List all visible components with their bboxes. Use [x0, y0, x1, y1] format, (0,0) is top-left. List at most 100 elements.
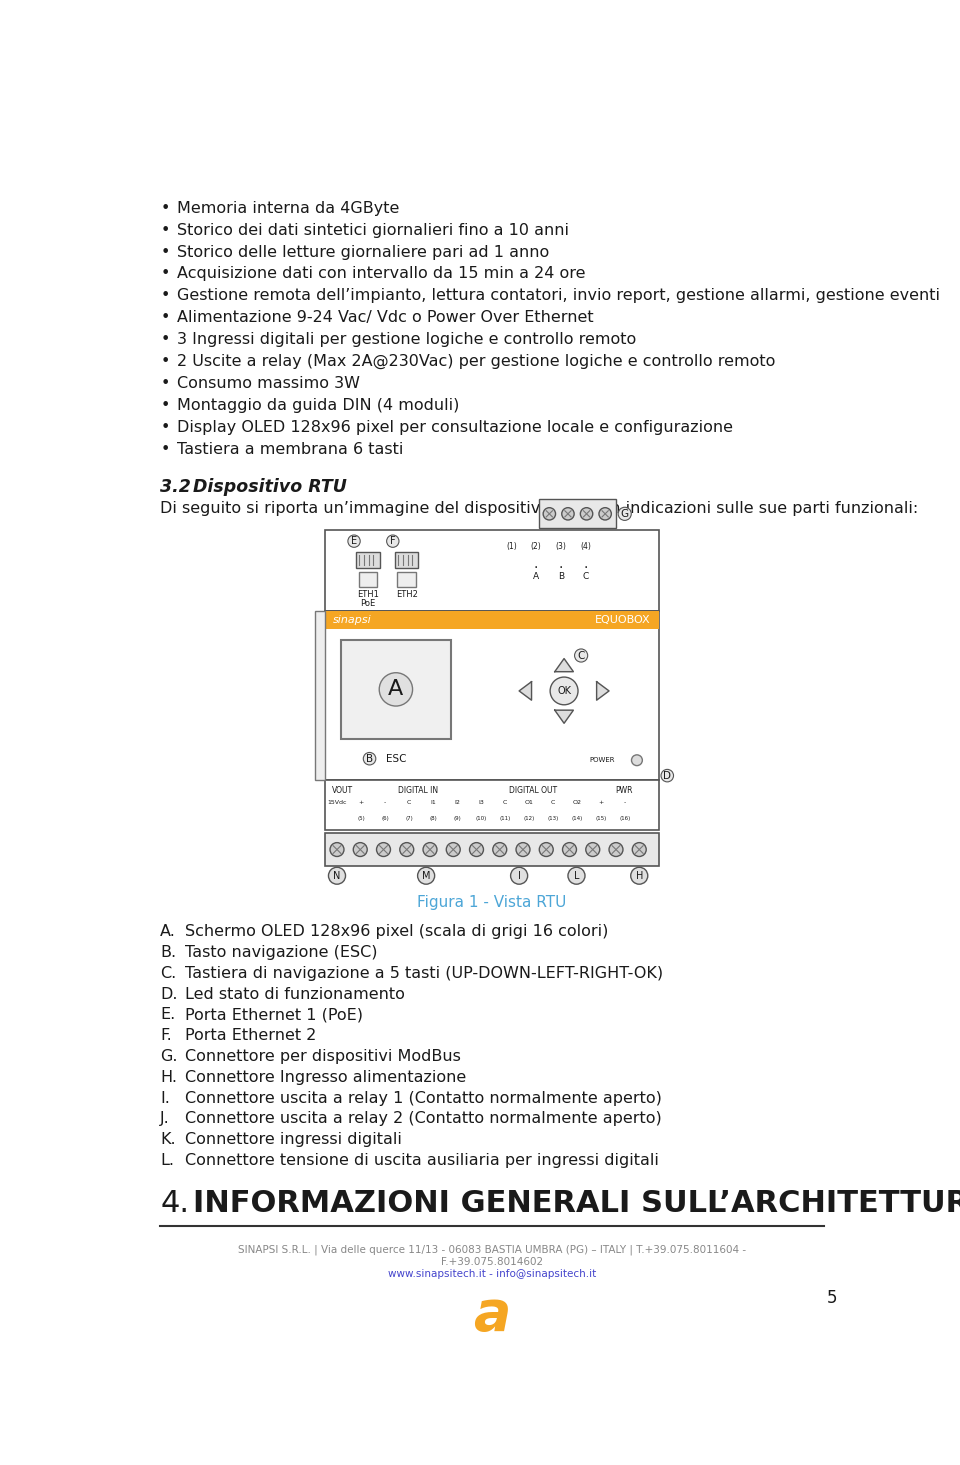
- Circle shape: [563, 842, 576, 857]
- Text: I2: I2: [454, 800, 460, 806]
- Text: (1): (1): [506, 542, 516, 551]
- Text: (3): (3): [556, 542, 566, 551]
- Text: L: L: [574, 870, 579, 880]
- Text: Acquisizione dati con intervallo da 15 min a 24 ore: Acquisizione dati con intervallo da 15 m…: [178, 267, 586, 281]
- Text: B.: B.: [160, 945, 177, 960]
- Circle shape: [586, 842, 600, 857]
- Bar: [356, 551, 379, 568]
- Circle shape: [632, 754, 642, 766]
- Text: H: H: [636, 870, 643, 880]
- Text: INFORMAZIONI GENERALI SULL’ARCHITETTURA ModBus: INFORMAZIONI GENERALI SULL’ARCHITETTURA …: [193, 1190, 960, 1217]
- Text: 5: 5: [827, 1289, 837, 1307]
- Text: J.: J.: [160, 1112, 170, 1127]
- Bar: [325, 611, 659, 781]
- Text: 15Vdc: 15Vdc: [327, 800, 347, 806]
- Circle shape: [562, 508, 574, 520]
- Text: POWER: POWER: [589, 757, 615, 763]
- Circle shape: [516, 842, 530, 857]
- Text: M: M: [421, 870, 430, 880]
- Text: Connettore ingressi digitali: Connettore ingressi digitali: [185, 1132, 402, 1147]
- Text: ·: ·: [534, 561, 539, 574]
- Text: Montaggio da guida DIN (4 moduli): Montaggio da guida DIN (4 moduli): [178, 398, 460, 413]
- Text: (12): (12): [523, 816, 535, 820]
- Text: F: F: [390, 536, 396, 546]
- Text: ETH1: ETH1: [357, 590, 379, 599]
- Text: E.: E.: [160, 1008, 176, 1023]
- Text: B: B: [558, 573, 564, 582]
- Text: (9): (9): [453, 816, 461, 820]
- Text: (14): (14): [571, 816, 583, 820]
- Text: C: C: [407, 800, 411, 806]
- Text: DIGITAL OUT: DIGITAL OUT: [509, 787, 557, 795]
- Text: (13): (13): [547, 816, 559, 820]
- Circle shape: [599, 508, 612, 520]
- Text: A: A: [533, 573, 540, 582]
- Text: (5): (5): [357, 816, 365, 820]
- Text: C.: C.: [160, 965, 177, 982]
- Text: 2 Uscite a relay (Max 2A@230Vac) per gestione logiche e controllo remoto: 2 Uscite a relay (Max 2A@230Vac) per ges…: [178, 355, 776, 369]
- Circle shape: [568, 867, 585, 885]
- Text: ·: ·: [559, 561, 564, 574]
- Circle shape: [631, 867, 648, 885]
- Text: •: •: [160, 267, 170, 281]
- Text: •: •: [160, 355, 170, 369]
- Text: SINAPSI S.R.L. | Via delle querce 11/13 - 06083 BASTIA UMBRA (PG) – ITALY | T.+3: SINAPSI S.R.L. | Via delle querce 11/13 …: [238, 1245, 746, 1256]
- Text: C: C: [583, 573, 588, 582]
- Text: 3 Ingressi digitali per gestione logiche e controllo remoto: 3 Ingressi digitali per gestione logiche…: [178, 333, 636, 347]
- Text: K.: K.: [160, 1132, 176, 1147]
- Text: +: +: [358, 800, 364, 806]
- Text: D.: D.: [160, 986, 178, 1002]
- Circle shape: [550, 677, 578, 705]
- Text: Dispositivo RTU: Dispositivo RTU: [193, 478, 347, 495]
- Text: -: -: [624, 800, 627, 806]
- Text: Connettore uscita a relay 2 (Contatto normalmente aperto): Connettore uscita a relay 2 (Contatto no…: [185, 1112, 661, 1127]
- Bar: [341, 640, 451, 738]
- Text: A.: A.: [160, 924, 177, 939]
- Text: Alimentazione 9-24 Vac/ Vdc o Power Over Ethernet: Alimentazione 9-24 Vac/ Vdc o Power Over…: [178, 311, 594, 325]
- Bar: [325, 781, 659, 831]
- Text: •: •: [160, 333, 170, 347]
- Text: Led stato di funzionamento: Led stato di funzionamento: [185, 986, 405, 1002]
- Text: I3: I3: [478, 800, 484, 806]
- Circle shape: [609, 842, 623, 857]
- Text: (7): (7): [405, 816, 413, 820]
- Text: I: I: [517, 870, 520, 880]
- Text: Tasto navigazione (ESC): Tasto navigazione (ESC): [185, 945, 377, 960]
- Bar: [539, 500, 616, 529]
- Text: +: +: [599, 800, 604, 806]
- Text: (8): (8): [429, 816, 437, 820]
- Circle shape: [328, 867, 346, 885]
- Text: Tastiera a membrana 6 tasti: Tastiera a membrana 6 tasti: [178, 442, 404, 457]
- Text: •: •: [160, 245, 170, 259]
- Text: ETH2: ETH2: [396, 590, 418, 599]
- Text: Storico dei dati sintetici giornalieri fino a 10 anni: Storico dei dati sintetici giornalieri f…: [178, 223, 569, 237]
- Text: 4.: 4.: [160, 1190, 189, 1217]
- Circle shape: [399, 842, 414, 857]
- Text: •: •: [160, 377, 170, 391]
- Text: Display OLED 128x96 pixel per consultazione locale e configurazione: Display OLED 128x96 pixel per consultazi…: [178, 420, 733, 435]
- Circle shape: [492, 842, 507, 857]
- Text: Di seguito si riporta un’immagine del dispositivo RTU con indicazioni sulle sue : Di seguito si riporta un’immagine del di…: [160, 501, 919, 516]
- Bar: [325, 530, 659, 611]
- Bar: [397, 571, 416, 587]
- Text: PoE: PoE: [360, 599, 375, 608]
- Text: Memoria interna da 4GByte: Memoria interna da 4GByte: [178, 201, 399, 215]
- Text: I1: I1: [430, 800, 436, 806]
- Text: I.: I.: [160, 1090, 170, 1106]
- Text: H.: H.: [160, 1069, 178, 1084]
- Circle shape: [581, 508, 592, 520]
- Text: ·: ·: [584, 561, 588, 574]
- Text: VOUT: VOUT: [332, 787, 353, 795]
- Bar: [315, 611, 325, 781]
- Text: (6): (6): [381, 816, 389, 820]
- Circle shape: [376, 842, 391, 857]
- Polygon shape: [555, 711, 573, 724]
- Text: G: G: [621, 508, 629, 519]
- Circle shape: [418, 867, 435, 885]
- Bar: [325, 611, 659, 630]
- Text: C: C: [551, 800, 556, 806]
- Text: E: E: [351, 536, 357, 546]
- Circle shape: [543, 508, 556, 520]
- Text: F.: F.: [160, 1028, 172, 1043]
- Text: Connettore tensione di uscita ausiliaria per ingressi digitali: Connettore tensione di uscita ausiliaria…: [185, 1153, 659, 1168]
